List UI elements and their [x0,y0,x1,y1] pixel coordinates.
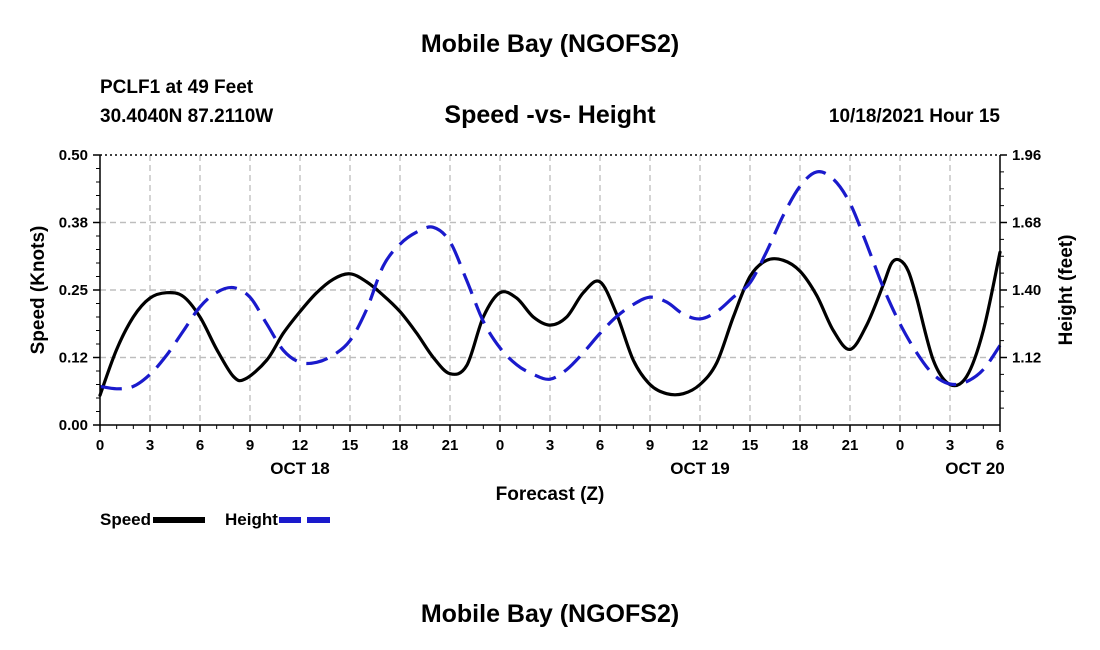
y2-tick-label: 1.12 [1012,350,1041,367]
x-tick-label: 15 [342,437,359,454]
x-tick-label: 21 [842,437,859,454]
x-tick-label: 18 [792,437,809,454]
y-tick-label: 0.25 [59,282,88,299]
legend-height-label: Height [225,510,278,529]
y-tick-label: 0.50 [59,147,88,164]
chart-legend: Speed Height [100,509,350,531]
legend-item-height: Height [225,510,332,530]
chart-subtitle: Speed -vs- Height [444,101,656,129]
x-tick-label: 9 [246,437,254,454]
station-name: PCLF1 at 49 Feet [100,77,254,98]
forecast-datetime: 10/18/2021 Hour 15 [828,106,1000,127]
series-line-height [99,170,1002,391]
legend-item-speed: Speed [100,510,207,530]
y-tick-label: 0.12 [59,350,88,367]
day-label: OCT 20 [945,459,1005,478]
x-tick-label: 21 [442,437,459,454]
y-tick-label: 0.38 [59,215,88,232]
x-tick-label: 3 [146,437,154,454]
y2-axis-label: Height (feet) [1056,235,1077,346]
y2-tick-label: 1.96 [1012,147,1041,164]
x-tick-label: 0 [896,437,904,454]
x-tick-label: 15 [742,437,759,454]
y-tick-label: 0.00 [59,417,88,434]
x-tick-label: 0 [96,437,104,454]
x-tick-label: 12 [292,437,309,454]
x-tick-label: 6 [996,437,1004,454]
x-tick-label: 6 [596,437,604,454]
x-tick-label: 3 [946,437,954,454]
y-axis-label: Speed (Knots) [28,226,49,355]
legend-speed-label: Speed [100,510,152,529]
footer-title: Mobile Bay (NGOFS2) [420,600,680,628]
x-tick-label: 0 [496,437,504,454]
day-label: OCT 19 [670,459,730,478]
legend-height-swatch [278,517,330,523]
series-line-speed [98,250,1002,397]
x-tick-label: 18 [392,437,409,454]
x-axis-label: Forecast (Z) [496,484,605,505]
y2-tick-label: 1.40 [1012,282,1041,299]
x-tick-label: 6 [196,437,204,454]
y2-tick-label: 1.68 [1012,215,1041,232]
station-coordinates: 30.4040N 87.2110W [100,106,274,127]
day-label: OCT 18 [270,459,330,478]
x-tick-label: 12 [692,437,709,454]
x-tick-label: 3 [546,437,554,454]
chart-main-title: Mobile Bay (NGOFS2) [420,30,680,58]
x-tick-label: 9 [646,437,654,454]
legend-speed-swatch [153,517,206,523]
